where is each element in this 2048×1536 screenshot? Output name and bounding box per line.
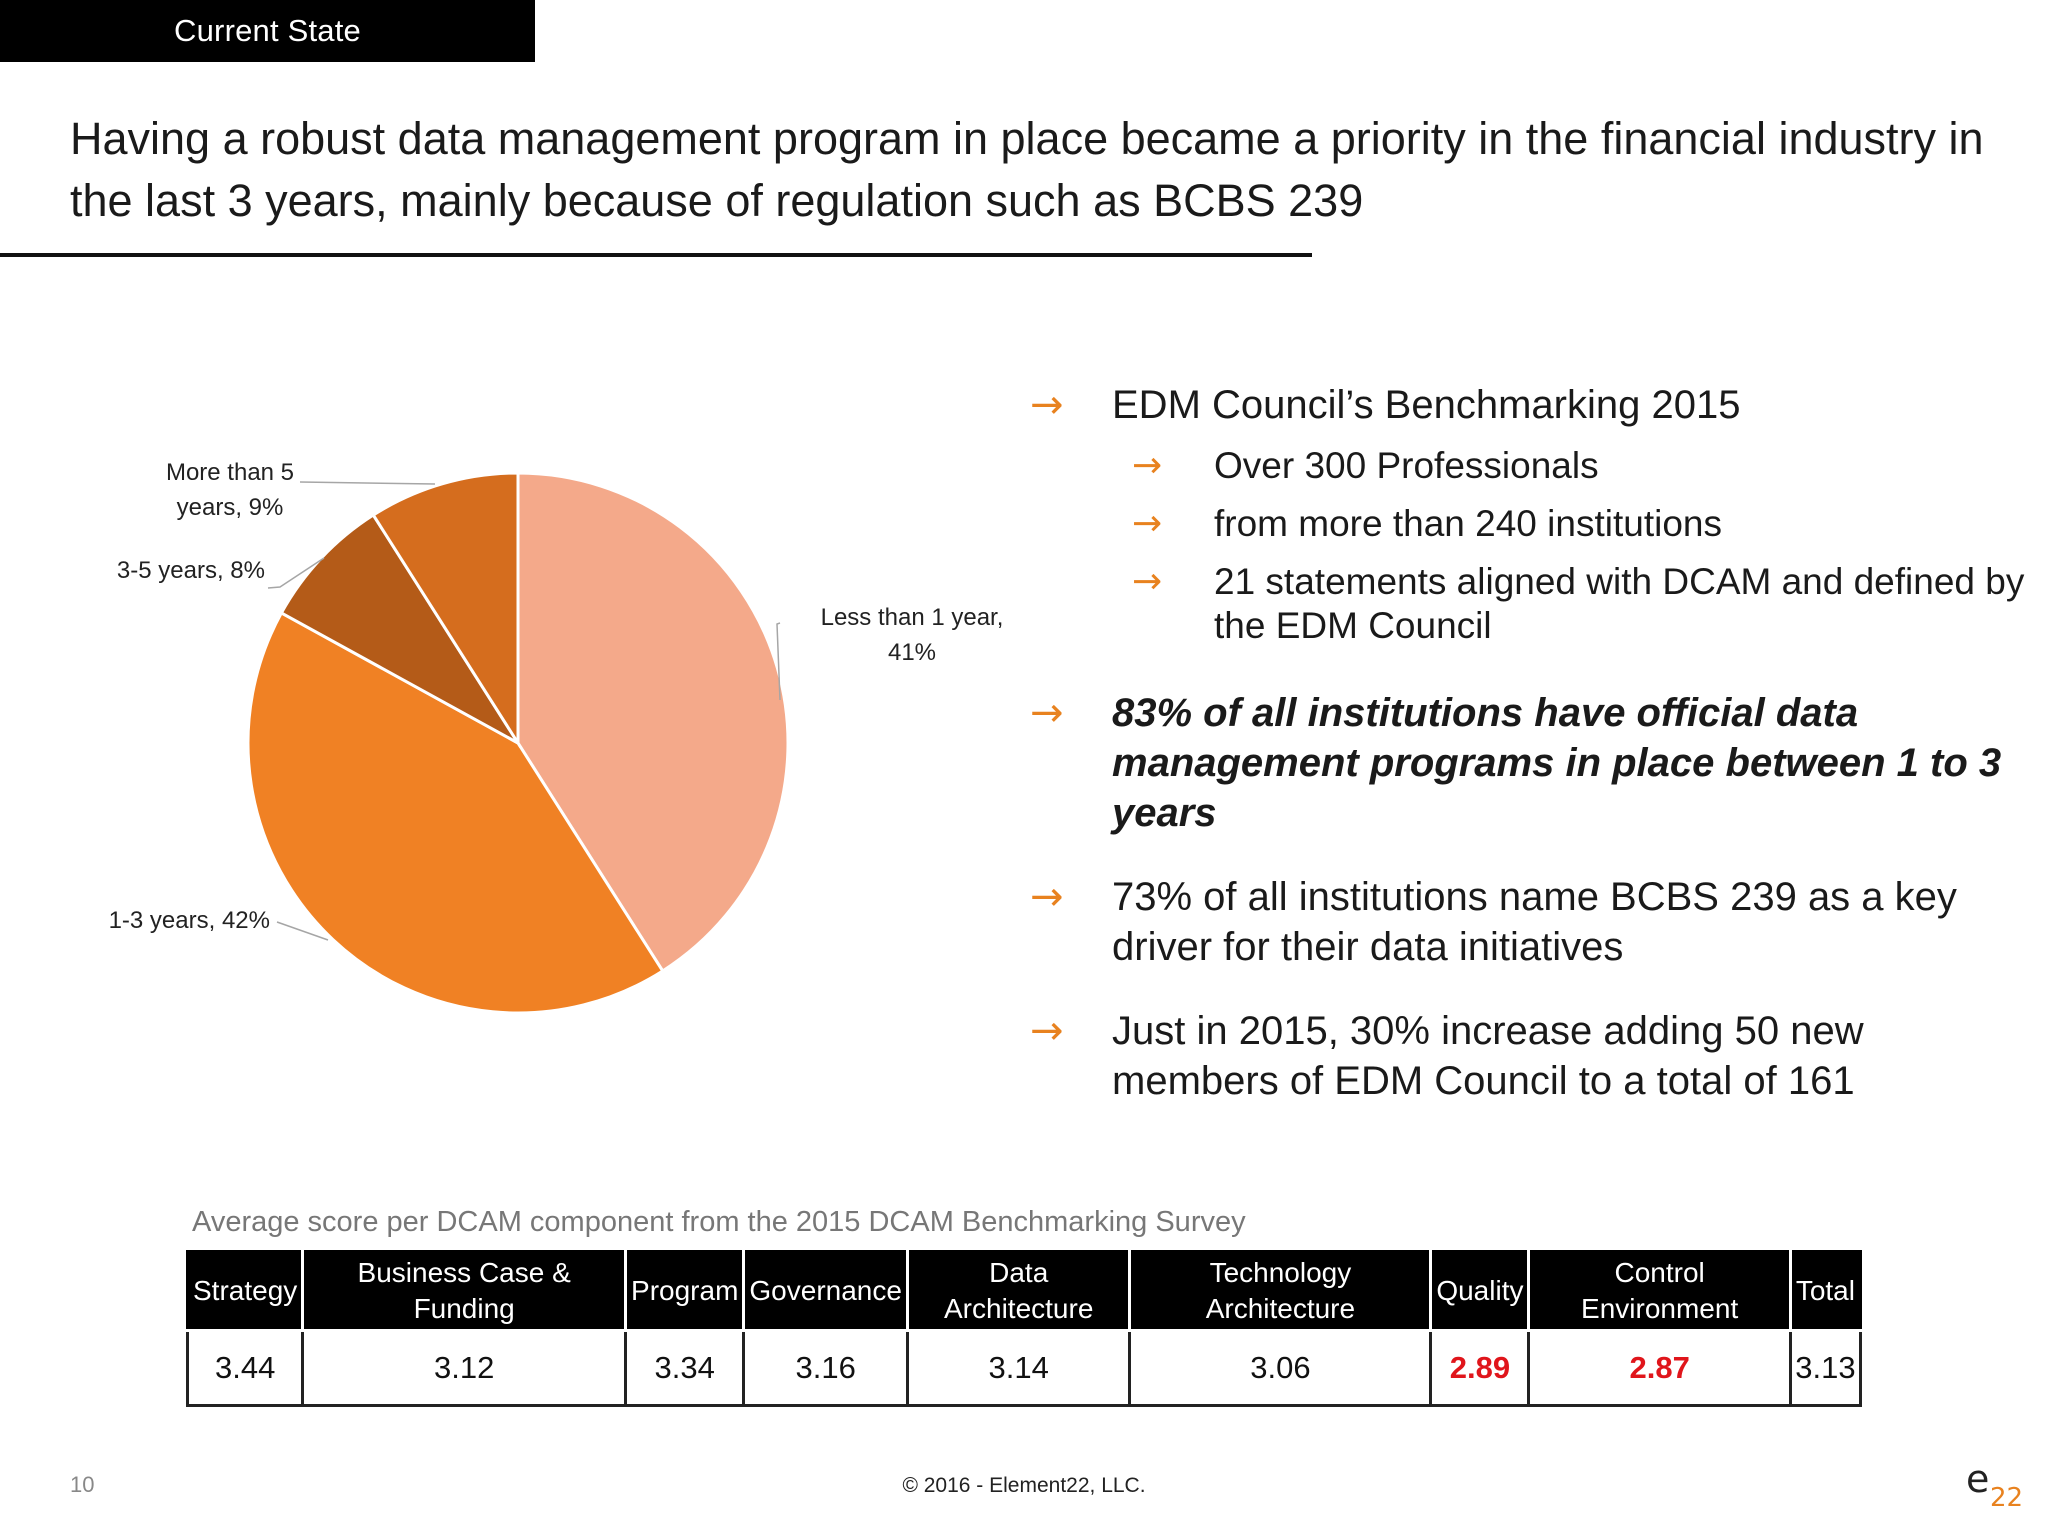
leader-line [299,481,436,485]
sub-bullet-text: 21 statements aligned with DCAM and defi… [1214,561,2025,646]
bullet-programs: → 83% of all institutions have official … [1030,688,2030,838]
table-row: 3.44 3.12 3.34 3.16 3.14 3.06 2.89 2.87 … [185,1329,1863,1407]
arrow-icon: → [1030,690,1064,736]
pie-data-label: More than 5 years, 9% [166,459,294,521]
score-cell: 3.34 [624,1329,746,1407]
bullet-text: Just in 2015, 30% increase adding 50 new… [1112,1009,1864,1103]
sub-bullet-text: from more than 240 institutions [1214,503,1722,544]
slice-3-5-years [279,512,520,745]
page-headline: Having a robust data management program … [70,113,1984,226]
page-number: 10 [70,1472,95,1497]
arrow-icon: → [1030,382,1064,428]
score-cell: 3.44 [185,1329,305,1407]
bullet-bcbs: → 73% of all institutions name BCBS 239 … [1030,872,2030,972]
header-cell: Total [1788,1250,1863,1332]
score-cell-highlight: 2.87 [1527,1329,1792,1407]
bullet-benchmarking: → EDM Council’s Benchmarking 2015 [1030,380,2030,430]
pie-data-label: Less than 1 year, 41% [821,604,1004,666]
section-tag: Current State [0,0,535,62]
element22-logo: e 22 [1966,1460,2023,1510]
header-cell: Quality [1429,1250,1531,1332]
pie-chart: Less than 1 year, 41% 1-3 years, 42% 3-5 ye… [109,459,1004,1015]
score-cell: 3.13 [1788,1329,1863,1407]
bullet-members: → Just in 2015, 30% increase adding 50 n… [1030,1006,2030,1106]
header-cell: Control Environment [1527,1250,1792,1332]
dcam-score-table: Strategy Business Case & Funding Program… [185,1250,1863,1407]
svg-text:e: e [1966,1460,1989,1501]
headline-divider [0,253,1312,257]
arrow-icon: → [1132,561,1163,602]
bullet-text-emphasis: 83% of all institutions have official da… [1112,691,2002,835]
slice-more-than-5-years [371,471,520,749]
bullet-text: EDM Council’s Benchmarking 2015 [1112,383,1741,427]
score-cell: 3.14 [905,1329,1132,1407]
header-cell: Business Case & Funding [301,1250,628,1332]
bullet-text: 73% of all institutions name BCBS 239 as… [1112,875,1957,969]
bullet-list: → EDM Council’s Benchmarking 2015 → Over… [1030,380,2030,1106]
header-cell: Technology Architecture [1128,1250,1433,1332]
sub-bullet-text: Over 300 Professionals [1214,445,1599,486]
score-cell: 3.16 [742,1329,909,1407]
table-header-row: Strategy Business Case & Funding Program… [185,1250,1863,1332]
score-cell: 3.12 [301,1329,628,1407]
pie-data-label: 3-5 years, 8% [117,557,265,584]
copyright: © 2016 - Element22, LLC. [902,1474,1146,1497]
header-cell: Strategy [185,1250,305,1332]
header-cell: Governance [742,1250,909,1332]
sub-bullet-statements: → 21 statements aligned with DCAM and de… [1030,560,2030,648]
arrow-icon: → [1030,874,1064,920]
score-cell: 3.06 [1128,1329,1433,1407]
arrow-icon: → [1030,1008,1064,1054]
leader-line [267,557,325,589]
svg-text:22: 22 [1990,1483,2023,1510]
header-cell: Program [624,1250,746,1332]
sub-bullet-institutions: → from more than 240 institutions [1030,502,2030,546]
slice-less-than-1-year [516,471,790,974]
table-caption: Average score per DCAM component from th… [192,1206,1246,1238]
arrow-icon: → [1132,445,1163,486]
sub-bullet-professionals: → Over 300 Professionals [1030,444,2030,488]
pie-data-label: 1-3 years, 42% [109,907,270,934]
score-cell-highlight: 2.89 [1429,1329,1531,1407]
slice-1-3-years [246,610,665,1015]
arrow-icon: → [1132,503,1163,544]
leader-line [276,921,329,941]
leader-line [776,622,781,701]
header-cell: Data Architecture [905,1250,1132,1332]
